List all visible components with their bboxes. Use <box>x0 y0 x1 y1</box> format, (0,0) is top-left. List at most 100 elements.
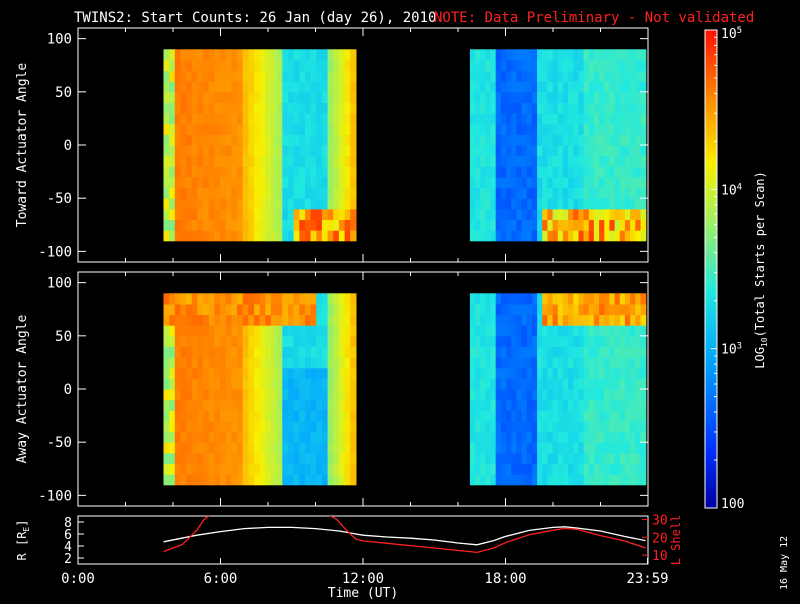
heatmap-cell <box>516 113 523 125</box>
heatmap-cell <box>310 70 317 82</box>
heatmap-cell <box>254 410 261 422</box>
heatmap-cell <box>186 314 193 326</box>
heatmap-cell <box>271 431 278 443</box>
heatmap-cell <box>583 463 590 475</box>
heatmap-cell <box>254 49 261 61</box>
heatmap-cell <box>163 187 170 199</box>
heatmap-cell <box>225 81 232 93</box>
heatmap-cell <box>254 346 261 358</box>
heatmap-cell <box>333 335 340 347</box>
heatmap-cell <box>552 325 559 337</box>
heatmap-cell <box>619 198 626 210</box>
heatmap-cell <box>568 102 574 114</box>
heatmap-cell <box>573 102 580 114</box>
heatmap-cell <box>327 463 334 475</box>
heatmap-cell <box>630 474 636 486</box>
heatmap-cell <box>293 70 300 82</box>
heatmap-cell <box>568 49 574 61</box>
heatmap-cell <box>254 452 261 464</box>
heatmap-cell <box>237 314 244 326</box>
heatmap-cell <box>635 452 642 464</box>
heatmap-cell <box>254 176 261 189</box>
heatmap-cell <box>588 303 595 316</box>
heatmap-cell <box>573 70 580 82</box>
heatmap-cell <box>552 123 559 135</box>
heatmap-cell <box>469 335 476 347</box>
heatmap-cell <box>526 123 533 135</box>
heatmap-cell <box>557 49 564 61</box>
heatmap-cell <box>191 166 199 178</box>
heatmap-cell <box>333 219 340 231</box>
heatmap-cell <box>475 49 481 61</box>
heatmap-cell <box>338 314 346 326</box>
heatmap-cell <box>593 474 600 486</box>
heatmap-cell <box>593 325 600 337</box>
heatmap-cell <box>562 155 569 167</box>
heatmap-cell <box>537 293 543 305</box>
heatmap-cell <box>197 230 204 242</box>
heatmap-cell <box>542 49 548 61</box>
heatmap-cell <box>237 166 244 178</box>
heatmap-cell <box>583 325 590 337</box>
heatmap-cell <box>506 102 512 114</box>
heatmap-cell <box>203 346 210 358</box>
heatmap-cells <box>163 293 647 486</box>
heatmap-cell <box>220 314 227 326</box>
heatmap-cell <box>480 325 486 337</box>
heatmap-cell <box>500 230 507 242</box>
heatmap-cell <box>327 91 334 103</box>
heatmap-cell <box>259 123 266 135</box>
heatmap-cell <box>191 378 199 390</box>
heatmap-cell <box>531 187 538 199</box>
heatmap-cell <box>599 102 605 114</box>
heatmap-cell <box>635 219 642 231</box>
heatmap-cell <box>573 176 580 189</box>
heatmap-cell <box>630 155 636 167</box>
heatmap-cell <box>542 70 548 82</box>
heatmap-cell <box>237 230 244 242</box>
heatmap-cell <box>344 59 351 72</box>
heatmap-cell <box>214 155 221 167</box>
heatmap-cell <box>259 389 266 401</box>
heatmap-cell <box>506 357 512 369</box>
heatmap-cell <box>208 145 216 157</box>
heatmap-cell <box>174 410 182 422</box>
heatmap-cell <box>614 70 621 82</box>
heatmap-cell <box>265 378 272 390</box>
heatmap-cell <box>237 442 244 454</box>
heatmap-cell <box>214 410 221 422</box>
heatmap-cell <box>225 303 232 316</box>
heatmap-cell <box>593 389 600 401</box>
heatmap-cell <box>248 155 255 167</box>
heatmap-cell <box>316 113 323 125</box>
heatmap-cell <box>327 442 334 454</box>
heatmap-cell <box>521 474 528 486</box>
heatmap-cell <box>604 420 611 433</box>
heatmap-cell <box>299 442 306 454</box>
heatmap-cell <box>174 303 182 316</box>
heatmap-cell <box>490 230 497 242</box>
heatmap-cell <box>506 187 512 199</box>
heatmap-cell <box>203 208 210 220</box>
heatmap-cell <box>588 357 595 369</box>
heatmap-cell <box>333 81 340 93</box>
heatmap-cell <box>169 134 176 146</box>
heatmap-cell <box>521 91 528 103</box>
heatmap-cell <box>547 346 554 358</box>
heatmap-cell <box>557 293 564 305</box>
heatmap-cell <box>593 123 600 135</box>
heatmap-cell <box>516 357 523 369</box>
heatmap-cell <box>214 208 221 220</box>
heatmap-cell <box>475 389 481 401</box>
heatmap-cell <box>248 367 255 379</box>
heatmap-cell <box>500 102 507 114</box>
heatmap-cell <box>635 166 642 178</box>
heatmap-cell <box>282 70 289 82</box>
heatmap-cell <box>344 219 351 231</box>
heatmap-cell <box>174 293 182 305</box>
heatmap-cell <box>511 346 517 358</box>
heatmap-cell <box>231 49 238 61</box>
heatmap-cell <box>174 187 182 199</box>
heatmap-cell <box>321 442 329 454</box>
heatmap-cell <box>276 134 283 146</box>
